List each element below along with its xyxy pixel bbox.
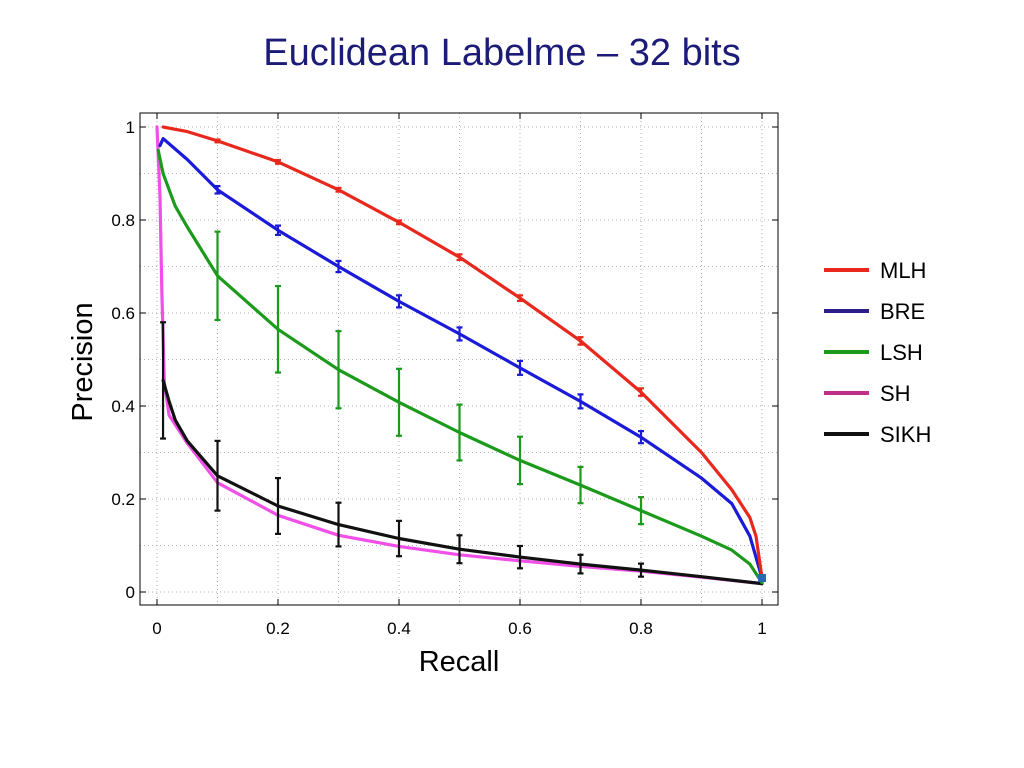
legend: MLH BRE LSH SH SIKH bbox=[824, 258, 931, 447]
legend-item-lsh: LSH bbox=[824, 340, 923, 365]
error-bar-bre bbox=[214, 184, 221, 195]
legend-label: LSH bbox=[880, 340, 923, 365]
legend-item-mlh: MLH bbox=[824, 258, 926, 283]
errorbar-layer bbox=[160, 138, 766, 583]
error-bar-sikh bbox=[335, 501, 342, 548]
error-bar-bre bbox=[396, 294, 402, 309]
y-tick-label: 0.2 bbox=[111, 490, 135, 509]
grid-layer bbox=[140, 113, 778, 605]
series-line-sikh bbox=[161, 378, 764, 586]
error-bar-bre bbox=[456, 326, 463, 342]
error-bar-sikh bbox=[160, 321, 167, 440]
series-layer bbox=[155, 125, 764, 586]
series-line-sh bbox=[155, 125, 764, 586]
plot-frame bbox=[139, 112, 779, 606]
error-bar-sikh bbox=[214, 439, 221, 512]
x-tick-label: 0.6 bbox=[508, 619, 532, 638]
error-bar-sikh bbox=[577, 553, 584, 575]
error-bar-mlh bbox=[456, 253, 463, 262]
legend-item-sikh: SIKH bbox=[824, 422, 931, 447]
y-axis-label: Precision bbox=[67, 302, 99, 421]
error-bar-lsh bbox=[275, 284, 281, 374]
y-tick-label: 0.8 bbox=[111, 211, 135, 230]
error-bar-mlh bbox=[638, 387, 644, 397]
error-bar-mlh bbox=[335, 186, 342, 193]
slide-title: Euclidean Labelme – 32 bits bbox=[263, 32, 741, 74]
error-bar-bre bbox=[335, 259, 342, 274]
error-bar-bre bbox=[577, 393, 584, 410]
legend-label: SH bbox=[880, 381, 911, 406]
error-bar-lsh bbox=[638, 496, 644, 526]
x-tick-label: 1 bbox=[757, 619, 766, 638]
error-bar-lsh bbox=[456, 403, 463, 462]
series-line-mlh bbox=[161, 125, 764, 580]
legend-label: MLH bbox=[880, 258, 926, 283]
series-line-bre bbox=[158, 137, 764, 580]
error-bar-bre bbox=[517, 359, 523, 376]
series-line-lsh bbox=[156, 148, 764, 585]
y-tick-label: 0.4 bbox=[111, 397, 135, 416]
error-bar-lsh bbox=[396, 367, 402, 437]
error-bar-bre bbox=[638, 430, 644, 445]
error-bar-sikh bbox=[638, 562, 644, 578]
error-bar-lsh bbox=[335, 330, 342, 410]
error-bar-sikh bbox=[456, 534, 463, 565]
y-tick-label: 1 bbox=[126, 118, 135, 137]
x-tick-label: 0.2 bbox=[266, 619, 290, 638]
error-bar-mlh bbox=[396, 219, 402, 226]
ticks-layer: 0 0.2 0.4 0.6 0.8 1 0 0.2 0.4 0.6 0.8 1 bbox=[111, 113, 778, 638]
error-bar-mlh bbox=[517, 294, 523, 303]
error-bar-sikh bbox=[396, 519, 402, 558]
error-bar-lsh bbox=[517, 435, 523, 486]
error-bar-sikh bbox=[275, 476, 281, 535]
legend-label: BRE bbox=[880, 299, 925, 324]
x-tick-label: 0 bbox=[152, 619, 161, 638]
x-tick-label: 0.8 bbox=[629, 619, 653, 638]
error-bar-mlh bbox=[275, 158, 281, 165]
x-tick-label: 0.4 bbox=[387, 619, 411, 638]
legend-item-sh: SH bbox=[824, 381, 911, 406]
legend-item-bre: BRE bbox=[824, 299, 925, 324]
y-tick-label: 0.6 bbox=[111, 304, 135, 323]
error-bar-sikh bbox=[517, 544, 523, 570]
legend-label: SIKH bbox=[880, 422, 931, 447]
error-bar-bre bbox=[275, 224, 281, 236]
y-tick-label: 0 bbox=[126, 583, 135, 602]
error-bar-lsh bbox=[214, 230, 221, 322]
error-bar-lsh bbox=[577, 465, 584, 505]
x-axis-label: Recall bbox=[419, 646, 500, 678]
error-bar-mlh bbox=[214, 138, 221, 144]
endpoint-marker bbox=[758, 574, 766, 583]
error-bar-mlh bbox=[577, 336, 584, 346]
